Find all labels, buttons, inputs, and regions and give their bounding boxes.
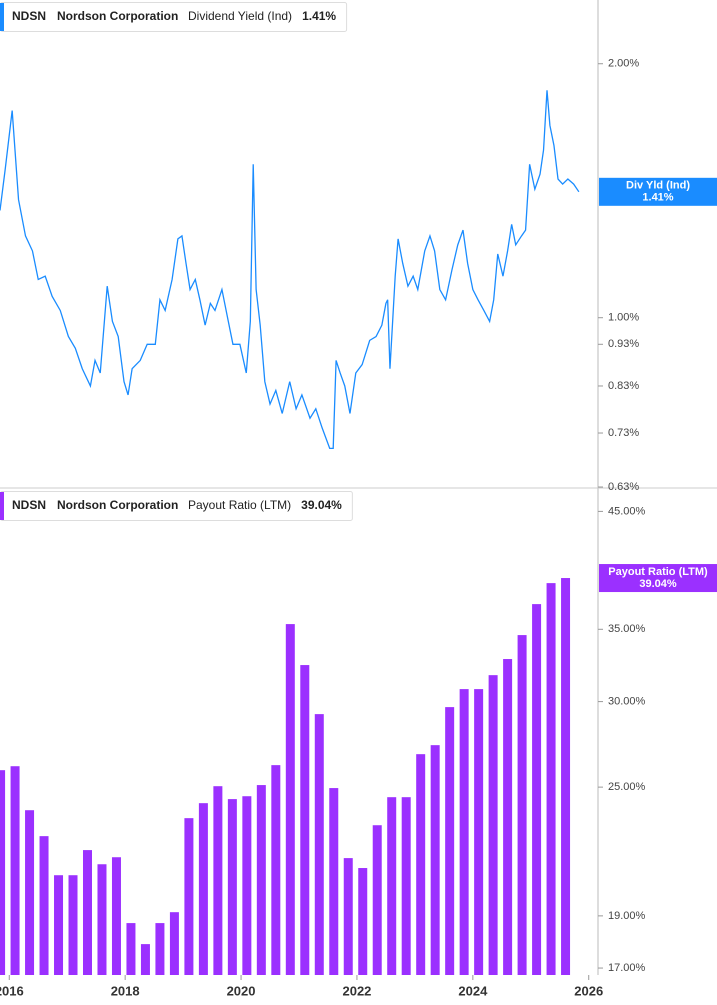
badge-box — [599, 564, 717, 593]
badge-box — [599, 177, 717, 206]
bar — [242, 796, 252, 975]
bar — [285, 624, 295, 975]
badge-name: Div Yld (Ind) — [626, 180, 690, 192]
bar — [126, 923, 136, 975]
bar — [343, 858, 353, 975]
bar — [561, 578, 571, 975]
badge-name: Payout Ratio (LTM) — [608, 566, 708, 578]
bar — [532, 604, 542, 975]
current-value: 1.41% — [302, 9, 336, 23]
legend-entry: Payout Ratio (LTM) — [188, 498, 291, 512]
bar — [430, 745, 440, 975]
ticker: NDSN — [12, 9, 46, 23]
bar — [488, 675, 498, 975]
y-tick-label: 1.00% — [608, 312, 639, 324]
bar — [155, 923, 165, 975]
y-tick-label: 19.00% — [608, 910, 646, 922]
current-value: 39.04% — [301, 498, 342, 512]
bar — [256, 785, 266, 975]
y-tick-label: 0.63% — [608, 481, 639, 493]
y-tick-label: 0.73% — [608, 427, 639, 439]
bar — [314, 714, 324, 975]
bar — [111, 857, 121, 975]
y-tick-label: 2.00% — [608, 58, 639, 70]
company: Nordson Corporation — [57, 9, 178, 23]
bar — [39, 836, 49, 975]
company: Nordson Corporation — [57, 498, 178, 512]
bar — [416, 754, 426, 975]
legend-swatch — [0, 492, 4, 520]
bar — [546, 583, 556, 975]
last-value-badge: Payout Ratio (LTM)39.04% — [599, 564, 717, 593]
x-tick-label: 2022 — [342, 983, 371, 998]
bar — [300, 665, 310, 975]
bar — [169, 912, 179, 975]
bar — [25, 810, 35, 975]
y-tick-label: 45.00% — [608, 505, 646, 517]
y-tick-label: 25.00% — [608, 781, 646, 793]
bar — [213, 786, 223, 975]
x-tick-label: 2026 — [574, 983, 603, 998]
bar — [329, 788, 339, 975]
bar — [97, 864, 107, 975]
bar — [271, 765, 281, 975]
x-tick-label: 2020 — [227, 983, 256, 998]
bar — [140, 944, 150, 975]
bar — [10, 766, 20, 975]
legend-entry: Dividend Yield (Ind) — [188, 9, 292, 23]
bar — [459, 689, 469, 975]
bar — [372, 825, 382, 975]
bar — [474, 689, 484, 975]
x-tick-label: 2016 — [0, 983, 24, 998]
y-tick-label: 0.93% — [608, 338, 639, 350]
bar — [54, 875, 64, 975]
bar — [401, 797, 411, 975]
bar — [68, 875, 78, 975]
y-tick-label: 17.00% — [608, 962, 646, 974]
bar — [445, 707, 455, 975]
bar — [0, 770, 6, 975]
x-tick-label: 2018 — [111, 983, 140, 998]
bar — [198, 803, 208, 975]
badge-value: 39.04% — [639, 578, 677, 590]
x-tick-label: 2024 — [458, 983, 488, 998]
ticker: NDSN — [12, 498, 46, 512]
y-tick-label: 30.00% — [608, 696, 646, 708]
last-value-badge: Div Yld (Ind)1.41% — [599, 177, 717, 206]
bar — [227, 799, 237, 975]
bar — [387, 797, 397, 975]
bar — [503, 659, 513, 975]
y-tick-label: 0.83% — [608, 380, 639, 392]
y-tick-label: 35.00% — [608, 623, 646, 635]
bar — [517, 635, 527, 975]
legend-swatch — [0, 3, 4, 31]
line — [0, 90, 580, 450]
legend: NDSN Nordson Corporation Payout Ratio (LTM… — [0, 491, 353, 521]
bar — [358, 868, 368, 975]
bar — [82, 850, 92, 975]
legend: NDSN Nordson Corporation Dividend Yield (I… — [0, 2, 348, 32]
badge-value: 1.41% — [642, 192, 673, 204]
bar — [184, 818, 194, 975]
